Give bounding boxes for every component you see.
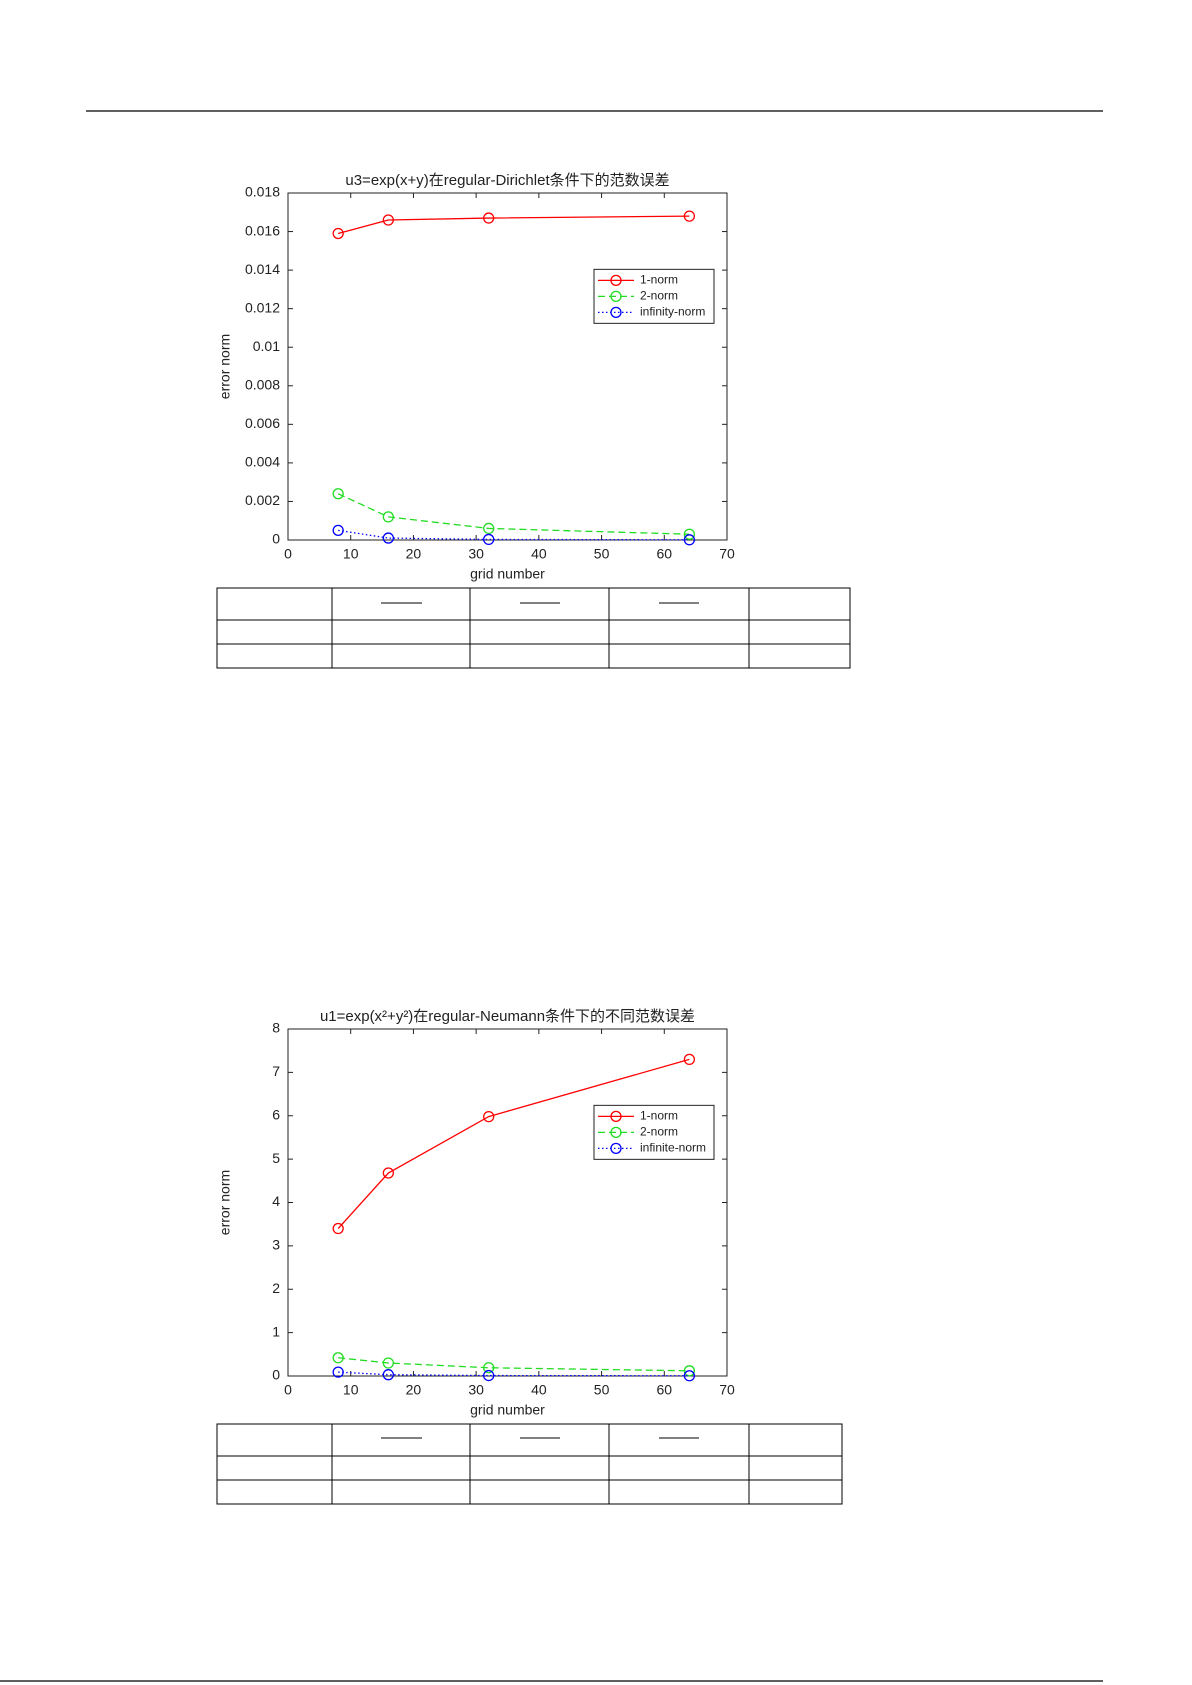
marker — [683, 1053, 696, 1066]
x-tick-label: 10 — [343, 546, 359, 562]
x-tick-label: 60 — [656, 546, 672, 562]
legend-label: 1-norm — [640, 273, 678, 287]
series-line — [338, 529, 690, 541]
chart-title: u1=exp(x²+y²)在regular-Neumann条件下的不同范数误差 — [320, 1008, 695, 1025]
marker — [332, 1222, 344, 1235]
marker — [332, 488, 344, 500]
y-tick-label: 8 — [272, 1020, 280, 1036]
x-tick-label: 30 — [468, 546, 484, 562]
y-tick-label: 7 — [272, 1063, 280, 1079]
marker — [483, 1362, 495, 1374]
y-tick-label: 4 — [272, 1193, 280, 1209]
x-axis-label: grid number — [470, 1402, 545, 1418]
series-line — [338, 1357, 690, 1372]
x-tick-label: 60 — [656, 1382, 672, 1398]
x-tick-label: 50 — [594, 546, 610, 562]
y-axis-label: error norm — [217, 334, 233, 399]
marker — [382, 511, 394, 523]
legend-label: 2-norm — [640, 289, 678, 303]
legend-label: 1-norm — [640, 1109, 678, 1123]
x-tick-label: 40 — [531, 1382, 547, 1398]
table-2 — [216, 1423, 843, 1505]
x-tick-label: 20 — [406, 1382, 422, 1398]
y-tick-label: 0.018 — [245, 184, 280, 200]
marker — [683, 1365, 696, 1377]
table-1 — [216, 587, 851, 669]
x-tick-label: 0 — [284, 1382, 292, 1398]
y-tick-label: 0.01 — [253, 338, 280, 354]
legend-marker — [610, 1142, 622, 1154]
legend-marker — [610, 290, 622, 302]
series-line — [337, 1058, 690, 1229]
marker — [332, 227, 344, 240]
marker — [683, 534, 696, 546]
y-tick-label: 1 — [272, 1323, 280, 1339]
x-tick-label: 70 — [719, 1382, 735, 1398]
x-axis-label: grid number — [470, 566, 545, 582]
plot-area — [287, 192, 728, 541]
series-line — [338, 1371, 690, 1377]
y-tick-label: 3 — [272, 1237, 280, 1253]
marker — [382, 532, 394, 544]
legend-marker — [610, 306, 622, 318]
y-tick-label: 0.004 — [245, 454, 280, 470]
marker — [683, 210, 696, 222]
x-tick-label: 40 — [531, 546, 547, 562]
marker — [332, 1352, 344, 1364]
marker — [382, 214, 394, 226]
legend-label: infinite-norm — [640, 1141, 706, 1155]
y-tick-label: 0.002 — [245, 492, 280, 508]
x-tick-label: 20 — [406, 546, 422, 562]
legend-label: 2-norm — [640, 1125, 678, 1139]
x-tick-label: 0 — [284, 546, 292, 562]
marker — [332, 1366, 344, 1378]
marker — [382, 1369, 394, 1381]
y-tick-label: 0.012 — [245, 299, 280, 315]
marker — [683, 528, 696, 540]
legend-label: infinity-norm — [640, 305, 705, 319]
marker — [382, 1167, 394, 1179]
x-tick-label: 50 — [594, 1382, 610, 1398]
y-tick-label: 0.014 — [245, 261, 280, 277]
marker — [382, 1357, 394, 1369]
marker — [483, 533, 495, 546]
table-border — [216, 587, 851, 669]
marker — [483, 1110, 495, 1123]
marker — [332, 524, 344, 537]
y-tick-label: 0 — [272, 531, 280, 547]
chart-title: u3=exp(x+y)在regular-Dirichlet条件下的范数误差 — [345, 172, 669, 189]
marker — [483, 522, 495, 535]
table-border — [216, 1423, 843, 1505]
marker — [483, 1369, 495, 1382]
y-tick-label: 0.006 — [245, 415, 280, 431]
plot-area — [287, 1028, 728, 1377]
legend-marker — [610, 1110, 622, 1122]
series-line — [337, 493, 690, 535]
y-axis-label: error norm — [217, 1170, 233, 1235]
x-tick-label: 70 — [719, 546, 735, 562]
y-tick-label: 2 — [272, 1280, 280, 1296]
legend-marker — [610, 1126, 622, 1138]
x-tick-label: 30 — [468, 1382, 484, 1398]
y-tick-label: 0.016 — [245, 222, 280, 238]
x-tick-label: 10 — [343, 1382, 359, 1398]
y-tick-label: 0.008 — [245, 376, 280, 392]
legend-marker — [610, 274, 622, 286]
y-tick-label: 5 — [272, 1150, 280, 1166]
y-tick-label: 0 — [272, 1367, 280, 1383]
y-tick-label: 6 — [272, 1106, 280, 1122]
series-line — [338, 215, 690, 235]
marker — [483, 212, 495, 224]
marker — [683, 1370, 696, 1382]
